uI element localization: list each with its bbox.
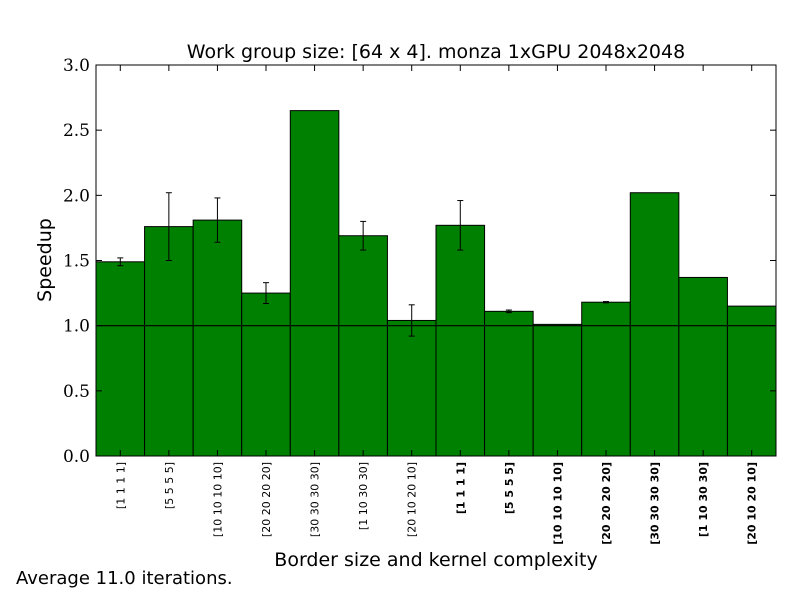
x-tick-label-9: [10 10 10 10] (551, 462, 564, 545)
x-tick-label-5: [1 10 30 30] (357, 462, 370, 530)
bar-4 (289, 110, 340, 457)
x-tick-label-10: [20 20 20 20] (600, 462, 613, 545)
bar-1 (144, 226, 194, 457)
y-tick-label-5: 2.5 (63, 121, 90, 141)
x-tick-label-12: [1 10 30 30] (697, 462, 710, 537)
bar-10 (581, 301, 631, 457)
y-tick-label-6: 3.0 (63, 56, 90, 76)
iterations-footnote: Average 11.0 iterations. (16, 568, 233, 589)
bar-9 (532, 323, 583, 457)
bar-2 (192, 219, 243, 457)
x-tick-label-6: [20 10 20 10] (406, 462, 419, 537)
x-tick-label-2: [10 10 10 10] (211, 462, 224, 537)
x-axis-label: Border size and kernel complexity (274, 549, 597, 571)
x-tick-label-8: [5 5 5 5] (503, 462, 516, 514)
y-tick-label-3: 1.5 (63, 252, 90, 272)
bar-7 (435, 224, 486, 457)
y-axis-label: Speedup (34, 218, 56, 302)
bar-11 (629, 192, 680, 457)
bar-6 (386, 319, 437, 457)
x-tick-label-1: [5 5 5 5] (163, 462, 176, 509)
x-tick-label-4: [30 30 30 30] (309, 462, 322, 537)
x-tick-label-3: [20 20 20 20] (260, 462, 273, 537)
bar-13 (726, 305, 777, 457)
bar-3 (241, 292, 291, 457)
chart-title: Work group size: [64 x 4]. monza 1xGPU 2… (187, 41, 685, 63)
x-tick-label-13: [20 10 20 10] (746, 462, 759, 545)
bar-8 (484, 310, 534, 457)
x-tick-label-7: [1 1 1 1] (454, 462, 467, 514)
bar-5 (338, 235, 388, 457)
y-tick-label-1: 0.5 (63, 382, 90, 402)
bar-0 (95, 261, 146, 457)
y-tick-label-4: 2.0 (63, 186, 90, 206)
y-tick-label-2: 1.0 (63, 317, 90, 337)
y-tick-label-0: 0.0 (63, 447, 90, 467)
x-tick-label-0: [1 1 1 1] (114, 462, 127, 509)
plot-area: 0.0 0.5 1.0 1.5 2.0 2.5 3.0 [1 1 1 1] [5 5 5 5] [… (63, 56, 777, 545)
x-tick-label-11: [30 30 30 30] (649, 462, 662, 545)
bar-12 (678, 276, 728, 457)
